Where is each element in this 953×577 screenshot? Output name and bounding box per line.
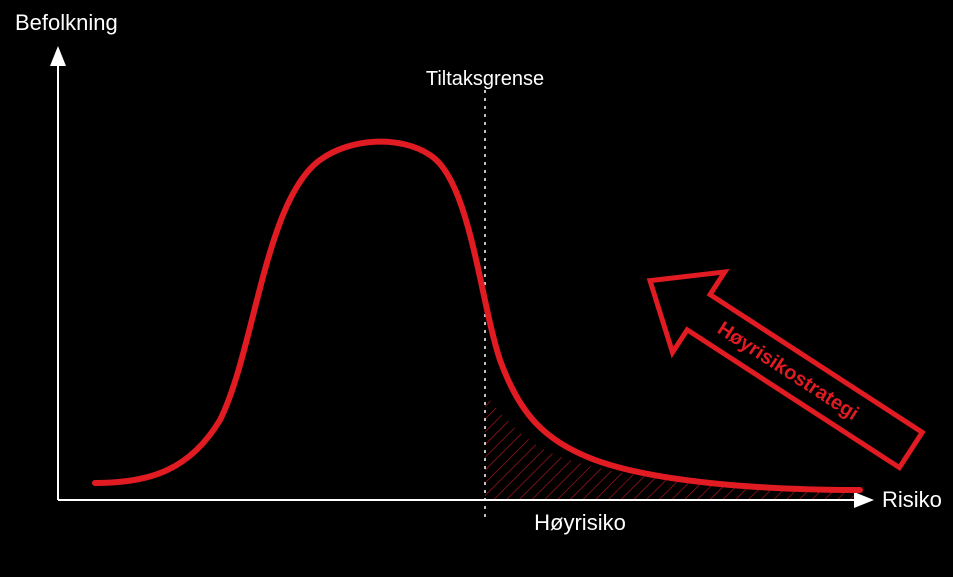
threshold-label: Tiltaksgrense (426, 68, 544, 90)
high-risk-region-label: Høyrisiko (534, 510, 626, 535)
strategy-arrow: Høyrisikostrategi (624, 240, 937, 490)
x-axis-label: Risiko (882, 487, 942, 512)
risk-distribution-diagram: Høyrisikostrategi Befolkning Risiko Tilt… (0, 0, 953, 577)
y-axis-label: Befolkning (15, 10, 118, 35)
strategy-arrow-label: Høyrisikostrategi (713, 318, 862, 425)
high-risk-shaded-region (485, 393, 860, 500)
